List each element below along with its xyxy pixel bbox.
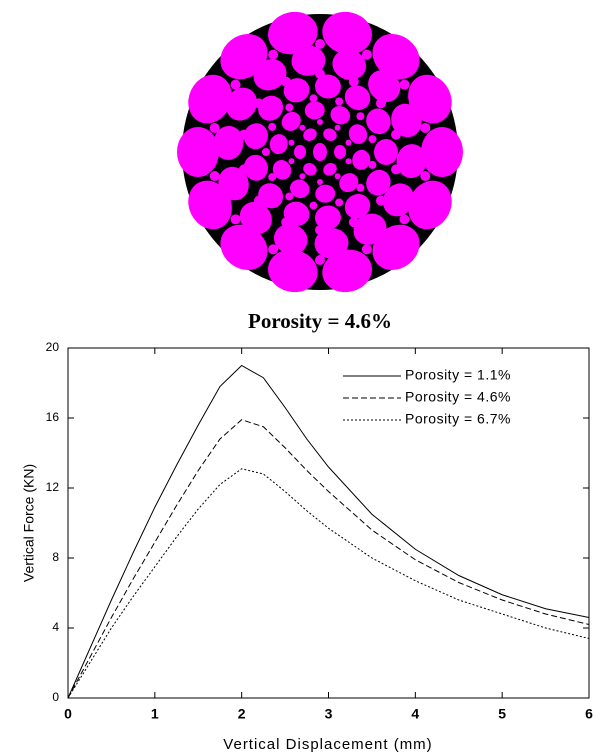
particle-image (177, 7, 463, 297)
y-tick-label: 8 (52, 550, 59, 564)
particle (356, 112, 364, 120)
particle (334, 145, 346, 159)
caption: Porosity = 4.6% (248, 309, 392, 333)
particle (362, 50, 372, 60)
particle (285, 104, 293, 112)
particle (335, 98, 343, 106)
particle (210, 123, 220, 133)
y-tick-label: 4 (52, 620, 59, 634)
particle (356, 184, 364, 192)
particle (376, 196, 386, 206)
particle (239, 164, 249, 174)
particle (362, 244, 372, 254)
particle (313, 143, 327, 161)
particle (288, 140, 294, 146)
x-tick-label: 5 (498, 706, 506, 722)
particle (315, 225, 325, 235)
particle (368, 161, 376, 169)
particle (335, 173, 341, 179)
y-tick-label: 20 (46, 340, 60, 354)
figure: Porosity = 4.6% Vertical Force (KN) Vert… (0, 0, 593, 755)
particle (349, 217, 359, 227)
y-tick-label: 0 (52, 690, 59, 704)
particle (368, 135, 376, 143)
particle (239, 130, 249, 140)
legend-label: Porosity = 4.6% (405, 389, 511, 405)
particle (281, 77, 291, 87)
particle (335, 198, 343, 206)
particle (420, 171, 430, 181)
series-line (68, 420, 589, 698)
particle (309, 202, 317, 210)
particle (315, 69, 325, 79)
particle (262, 148, 270, 156)
particle (281, 217, 291, 227)
x-tick-label: 3 (325, 706, 333, 722)
particle (399, 214, 409, 224)
particle (299, 173, 305, 179)
particle (346, 140, 352, 146)
particle (285, 192, 293, 200)
x-tick-label: 2 (238, 706, 246, 722)
particle (254, 196, 264, 206)
y-tick-label: 16 (46, 410, 60, 424)
particle (268, 244, 278, 254)
particle (421, 127, 463, 177)
particle (254, 98, 264, 108)
particle (294, 145, 306, 159)
series-line (68, 469, 589, 698)
y-tick-label: 12 (46, 480, 60, 494)
particle (420, 123, 430, 133)
particle (317, 179, 323, 185)
y-axis-label: Vertical Force (KN) (21, 464, 37, 582)
particle (210, 171, 220, 181)
particle (317, 119, 323, 125)
x-tick-label: 0 (64, 706, 72, 722)
particle (349, 77, 359, 87)
particle (376, 98, 386, 108)
x-tick-label: 4 (411, 706, 419, 722)
legend-label: Porosity = 6.7% (405, 411, 511, 427)
legend-label: Porosity = 1.1% (405, 367, 511, 383)
particle (231, 214, 241, 224)
particle (391, 130, 401, 140)
particle (268, 50, 278, 60)
particle (346, 158, 352, 164)
particle (268, 123, 276, 131)
particle (309, 94, 317, 102)
particle (315, 255, 325, 265)
x-axis-label: Vertical Displacement (mm) (223, 736, 432, 753)
particle (315, 39, 325, 49)
particle (231, 80, 241, 90)
particle (399, 80, 409, 90)
x-tick-label: 6 (585, 706, 593, 722)
particle (374, 139, 398, 165)
x-tick-label: 1 (151, 706, 159, 722)
particle (288, 158, 294, 164)
particle (391, 164, 401, 174)
particle (299, 125, 305, 131)
particle (268, 173, 276, 181)
particle (177, 127, 219, 177)
particle (335, 125, 341, 131)
